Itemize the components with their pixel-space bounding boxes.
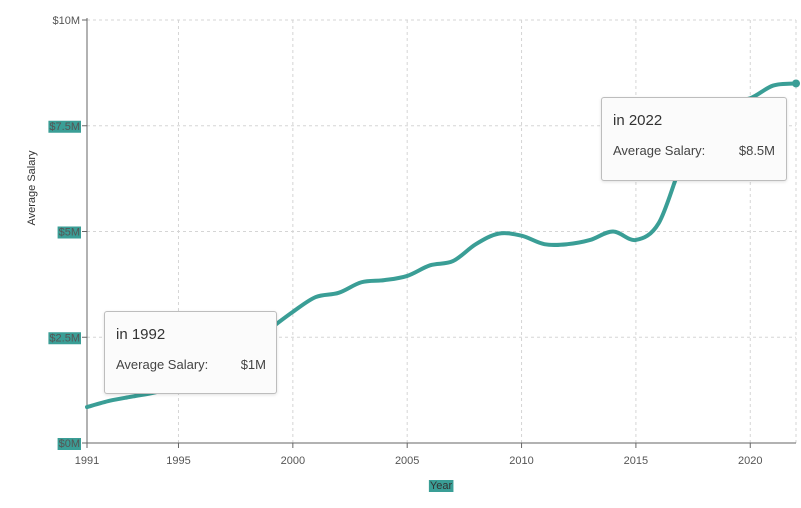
x-tick-label: 2005 bbox=[395, 455, 419, 467]
y-tick-label-highlight bbox=[57, 438, 81, 450]
tooltip-label: Average Salary: bbox=[116, 357, 209, 372]
x-tick-label: 2020 bbox=[738, 455, 762, 467]
y-tick-label: $5M bbox=[59, 227, 80, 239]
y-axis-title: Average Salary bbox=[26, 150, 38, 226]
x-tick-label: 1995 bbox=[166, 455, 190, 467]
tooltip-2022: in 2022 Average Salary: $8.5M bbox=[601, 97, 787, 181]
tooltip-title: in 2022 bbox=[613, 112, 663, 129]
y-axis-ticks: $0M $2.5M $5M $7.5M $10M bbox=[48, 15, 87, 450]
x-tick-label: 1991 bbox=[75, 455, 99, 467]
tooltip-1992: in 1992 Average Salary: $1M bbox=[104, 311, 277, 394]
x-tick-label: 2000 bbox=[281, 455, 305, 467]
data-point-2022 bbox=[792, 79, 800, 88]
tooltip-label: Average Salary: bbox=[613, 143, 706, 158]
y-tick-label-highlight bbox=[57, 226, 81, 239]
tooltip-title: in 1992 bbox=[116, 326, 166, 343]
tooltip-row: Average Salary: $8.5M bbox=[613, 143, 775, 158]
x-tick-label: 2015 bbox=[624, 455, 648, 467]
axes bbox=[82, 18, 796, 448]
x-axis-ticks: 1991 1995 2000 2005 2010 2015 2020 bbox=[75, 443, 763, 467]
y-tick-label: $2.5M bbox=[49, 332, 80, 344]
tooltip-value: $8.5M bbox=[738, 143, 775, 158]
x-axis-title: Year bbox=[430, 480, 453, 492]
x-axis-title-highlight bbox=[428, 480, 454, 492]
tooltip-value: $1M bbox=[240, 357, 266, 372]
y-tick-label-highlight bbox=[48, 120, 81, 133]
y-tick-label: $10M bbox=[52, 15, 80, 27]
y-tick-label: $0M bbox=[59, 438, 80, 450]
y-tick-label: $7.5M bbox=[49, 121, 80, 133]
x-tick-label: 2010 bbox=[509, 455, 533, 467]
tooltip-row: Average Salary: $1M bbox=[116, 357, 266, 372]
y-tick-label-highlight bbox=[48, 332, 81, 345]
